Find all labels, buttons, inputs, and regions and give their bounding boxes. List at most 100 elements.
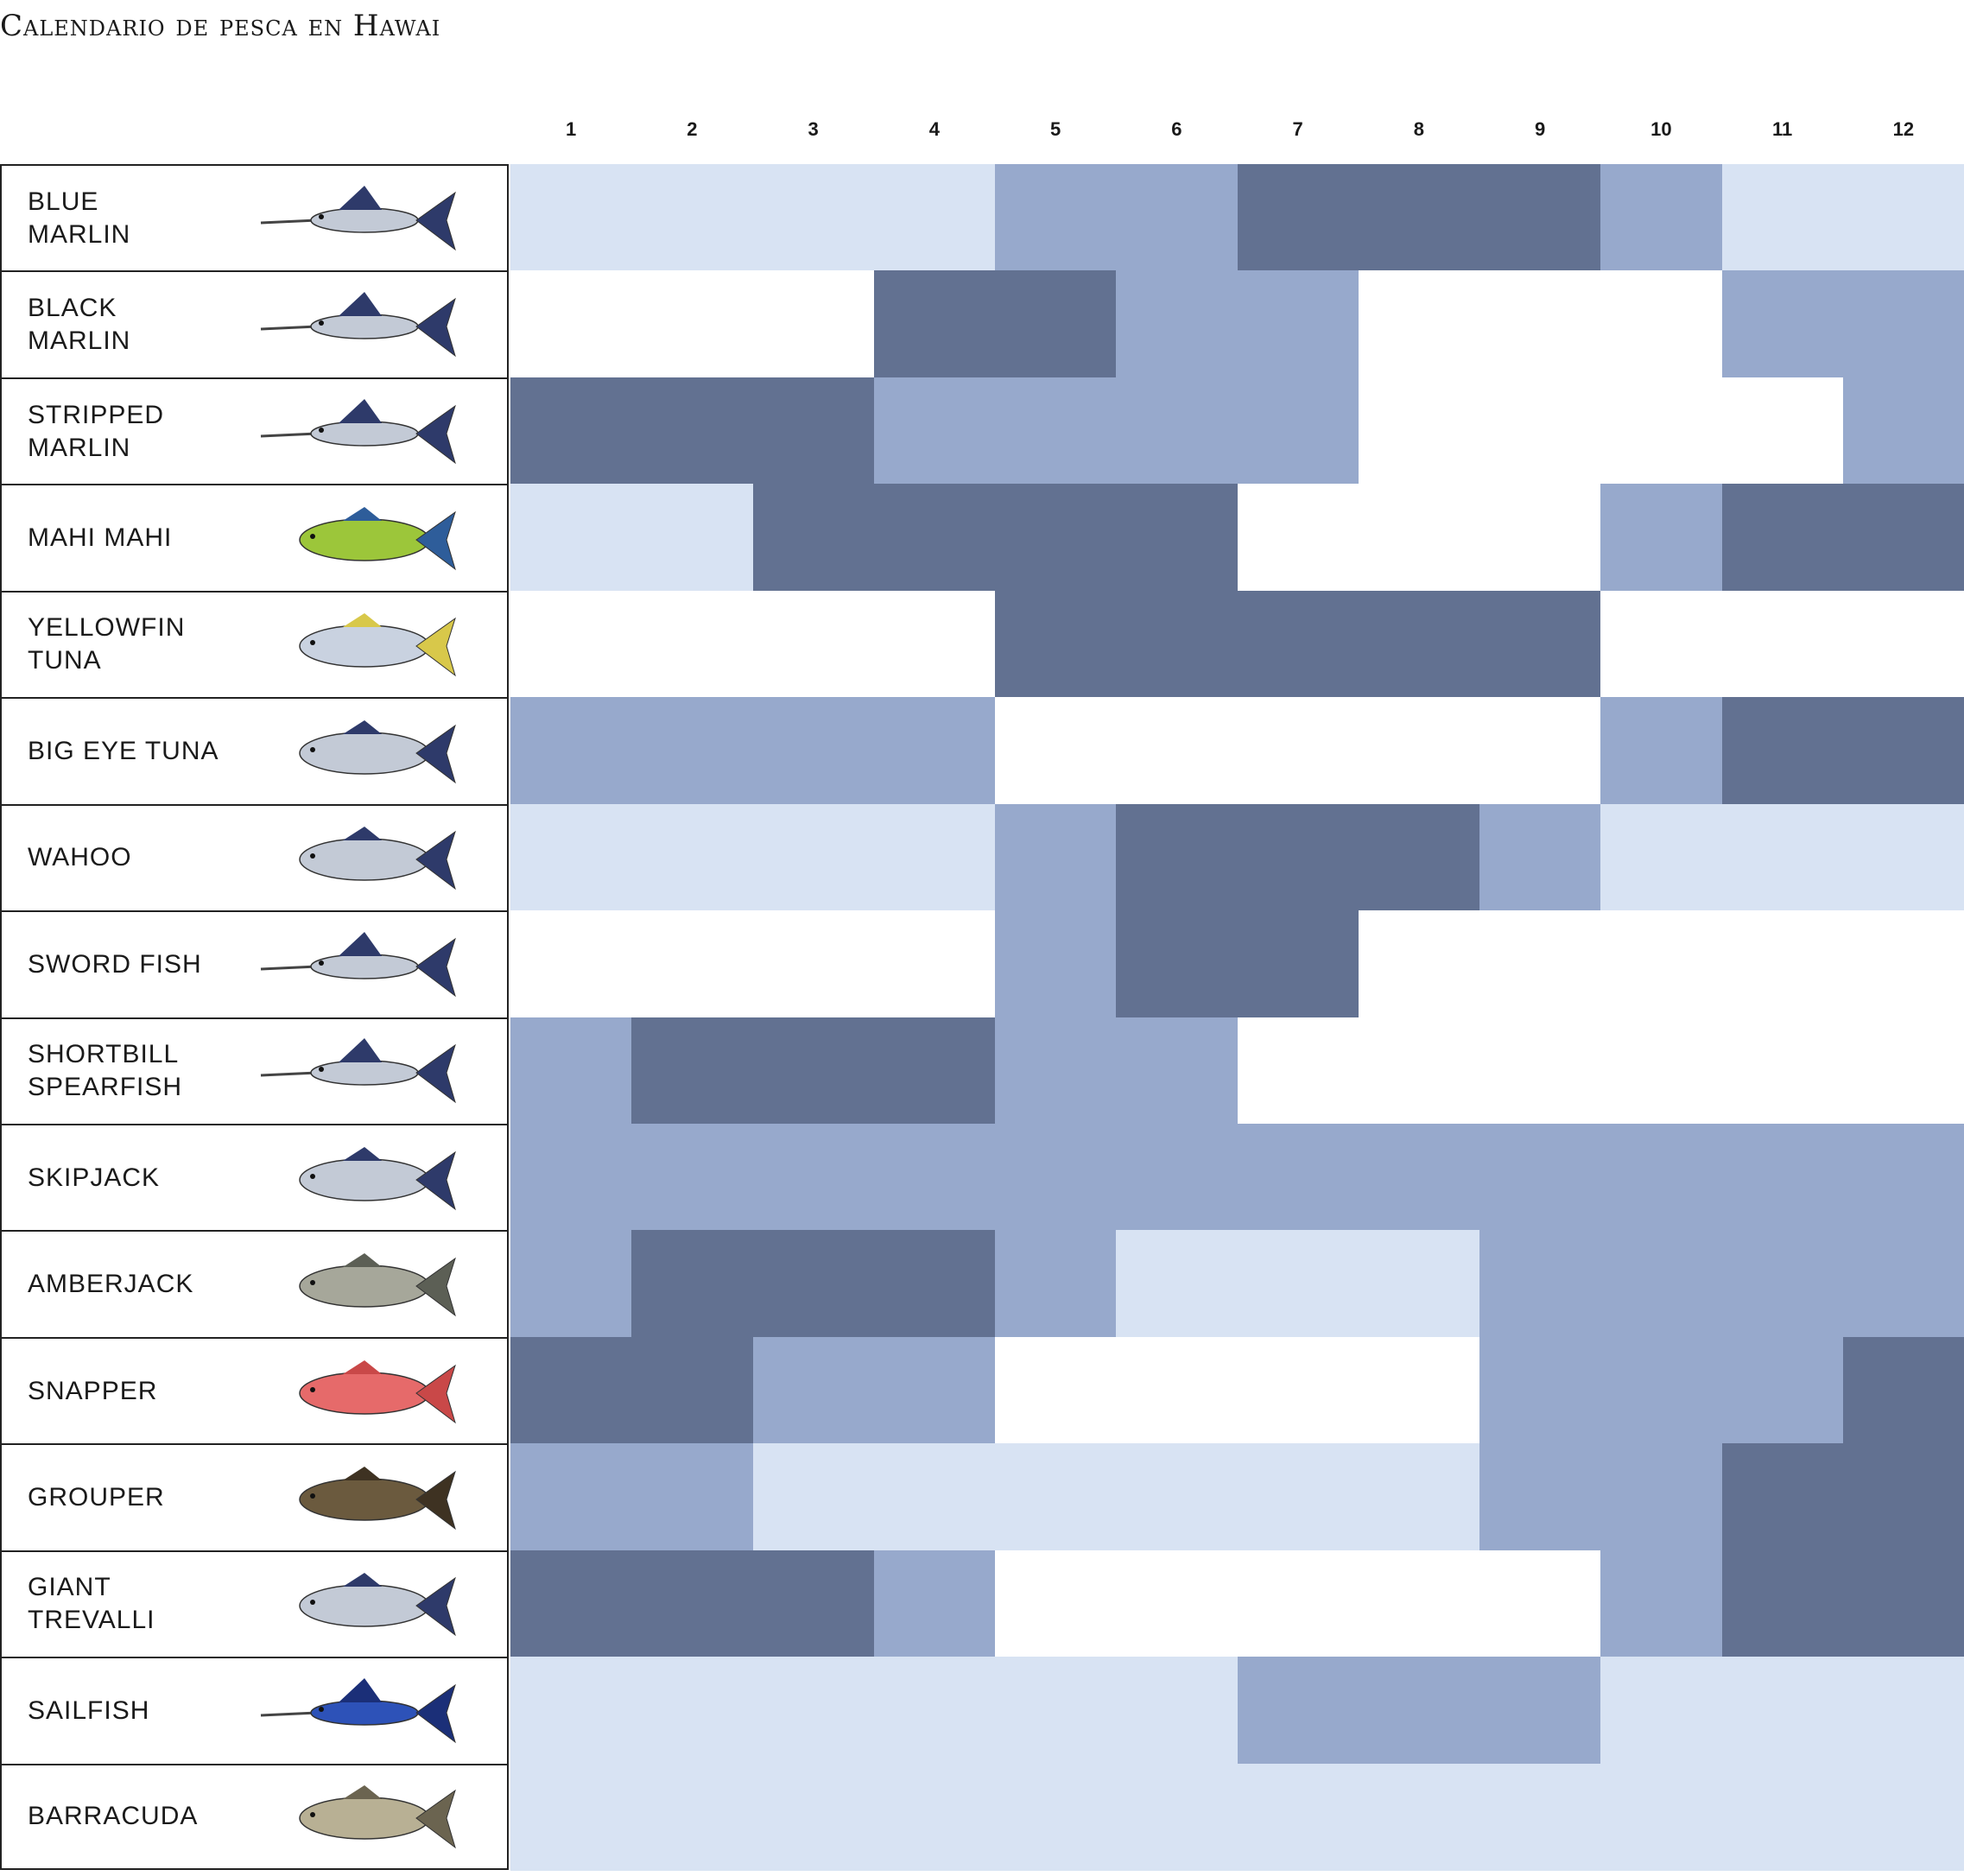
page-title: Calendario de pesca en Hawai	[0, 9, 441, 43]
heatmap-cell	[1600, 377, 1723, 485]
heatmap-cell	[1358, 1550, 1480, 1657]
heatmap-cell	[1600, 1230, 1723, 1338]
heatmap-cell	[1721, 377, 1844, 485]
heatmap-cell	[752, 164, 875, 272]
fish-name: WAHOO	[28, 843, 132, 872]
month-tick-label: 2	[687, 118, 698, 140]
heatmap-cell	[1116, 697, 1239, 805]
mahi-mahi-icon	[257, 495, 472, 581]
heatmap-cell	[1358, 377, 1480, 485]
heatmap-cell	[1237, 1763, 1359, 1871]
fish-name: SWORD FISH	[28, 949, 202, 979]
heatmap-cell	[1479, 164, 1601, 272]
heatmap-cell	[873, 377, 996, 485]
heatmap-cell	[510, 1550, 632, 1657]
heatmap-cell	[1237, 164, 1359, 272]
blue-marlin-icon	[257, 175, 472, 262]
fish-name: BLUE MARLIN	[28, 187, 131, 249]
heatmap-cell	[873, 1550, 996, 1657]
heatmap-cell	[510, 910, 632, 1018]
heatmap-cell	[510, 164, 632, 272]
heatmap-cell	[873, 1336, 996, 1444]
heatmap-cell	[1721, 270, 1844, 378]
fish-row-label: GIANT TREVALLI	[0, 1550, 509, 1657]
heatmap-cell	[1842, 377, 1964, 485]
heatmap-cell	[1479, 910, 1601, 1018]
heatmap-cell	[1600, 484, 1723, 592]
heatmap-cell	[1842, 1443, 1964, 1551]
heatmap-cell	[1721, 1017, 1844, 1125]
heatmap-cell	[873, 1017, 996, 1125]
fish-name: GROUPER	[28, 1482, 165, 1512]
heatmap-cell	[1600, 1657, 1723, 1765]
heatmap-cell	[1479, 1230, 1601, 1338]
season-heatmap	[510, 164, 1964, 1871]
fish-name: MAHI MAHI	[28, 523, 173, 553]
heatmap-cell	[1116, 270, 1239, 378]
heatmap-cell	[1721, 1657, 1844, 1765]
fish-row-label: STRIPPED MARLIN	[0, 377, 509, 485]
heatmap-cell	[1479, 1550, 1601, 1657]
heatmap-cell	[995, 377, 1117, 485]
heatmap-cell	[1721, 484, 1844, 592]
fish-name: YELLOWFIN TUNA	[28, 613, 186, 675]
grouper-icon	[257, 1455, 472, 1541]
heatmap-cell	[1600, 803, 1723, 911]
heatmap-cell	[1237, 1123, 1359, 1231]
heatmap-cell	[1600, 1017, 1723, 1125]
month-tick-label: 5	[1050, 118, 1061, 140]
heatmap-cell	[752, 1336, 875, 1444]
heatmap-cell	[873, 164, 996, 272]
heatmap-cell	[1237, 377, 1359, 485]
heatmap-cell	[1479, 697, 1601, 805]
fish-label-column: BLUE MARLIN BLACK MARLIN STRIPPED MARLIN MA…	[0, 164, 510, 1870]
heatmap-cell	[1842, 270, 1964, 378]
heatmap-cell	[1479, 1763, 1601, 1871]
heatmap-cell	[752, 270, 875, 378]
heatmap-cell	[1721, 590, 1844, 698]
heatmap-cell	[1479, 377, 1601, 485]
heatmap-cell	[510, 484, 632, 592]
fish-name: SNAPPER	[28, 1376, 158, 1405]
heatmap-cell	[1721, 803, 1844, 911]
heatmap-cell	[1842, 164, 1964, 272]
heatmap-cell	[1116, 1763, 1239, 1871]
fish-row-label: GROUPER	[0, 1443, 509, 1550]
heatmap-cell	[752, 1763, 875, 1871]
month-tick-label: 6	[1171, 118, 1182, 140]
heatmap-cell	[1237, 1336, 1359, 1444]
heatmap-cell	[631, 1230, 754, 1338]
heatmap-cell	[752, 1550, 875, 1657]
heatmap-cell	[1479, 803, 1601, 911]
heatmap-cell	[995, 1763, 1117, 1871]
month-tick-label: 11	[1771, 118, 1793, 140]
heatmap-cell	[510, 1443, 632, 1551]
spearfish-icon	[257, 1028, 472, 1114]
fish-row-label: WAHOO	[0, 803, 509, 911]
heatmap-cell	[752, 1230, 875, 1338]
heatmap-cell	[1842, 1763, 1964, 1871]
heatmap-cell	[1721, 1550, 1844, 1657]
month-tick-label: 7	[1292, 118, 1303, 140]
barracuda-icon	[257, 1773, 472, 1860]
heatmap-cell	[1116, 1443, 1239, 1551]
heatmap-cell	[752, 697, 875, 805]
heatmap-cell	[1842, 1336, 1964, 1444]
striped-marlin-icon	[257, 389, 472, 475]
heatmap-cell	[995, 484, 1117, 592]
month-tick-label: 3	[808, 118, 819, 140]
heatmap-cell	[1842, 484, 1964, 592]
fish-row-label: BLUE MARLIN	[0, 164, 509, 271]
heatmap-cell	[1479, 484, 1601, 592]
amberjack-icon	[257, 1241, 472, 1328]
fish-name: STRIPPED MARLIN	[28, 400, 165, 462]
heatmap-cell	[1358, 1657, 1480, 1765]
heatmap-cell	[752, 910, 875, 1018]
heatmap-cell	[631, 1657, 754, 1765]
heatmap-cell	[1116, 377, 1239, 485]
heatmap-cell	[1358, 1230, 1480, 1338]
heatmap-cell	[873, 484, 996, 592]
heatmap-cell	[1600, 590, 1723, 698]
heatmap-cell	[1116, 803, 1239, 911]
heatmap-cell	[1721, 910, 1844, 1018]
